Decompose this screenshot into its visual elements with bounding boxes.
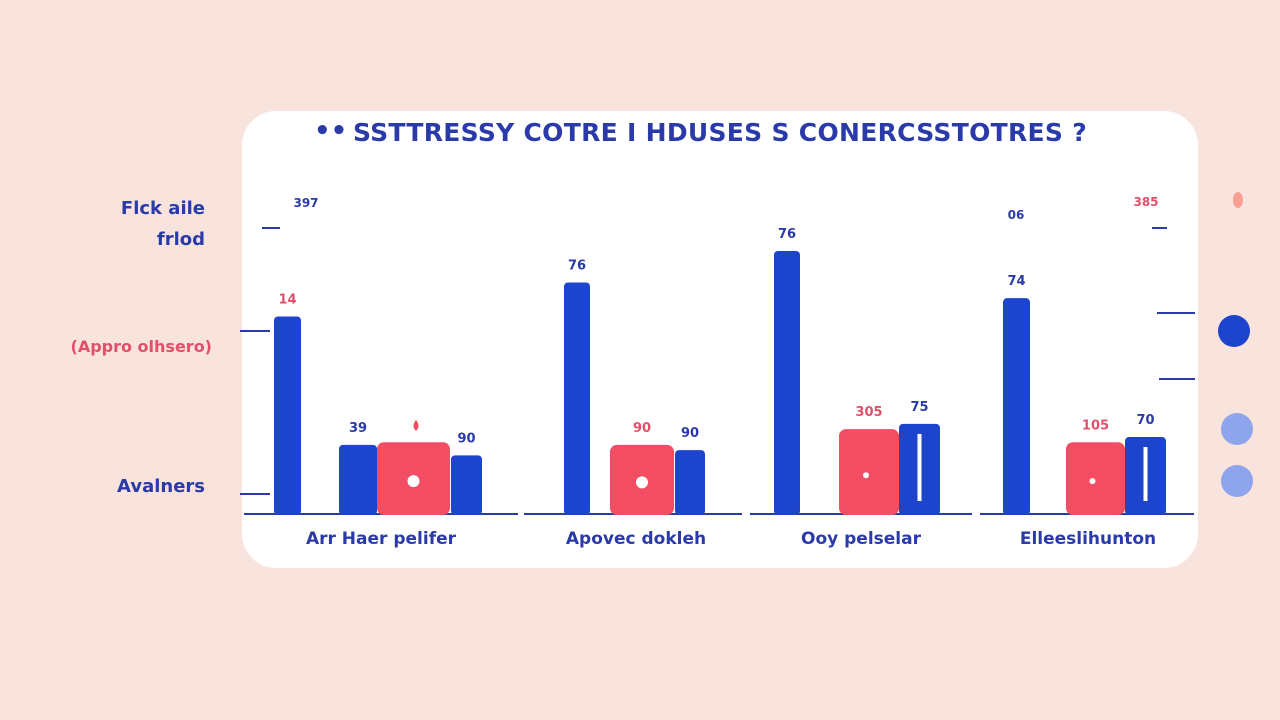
bar-3-0 (1003, 298, 1030, 515)
blue-dot-decoration (1218, 315, 1250, 347)
value-label-3-3: 70 (1136, 413, 1154, 428)
value-label-0-3: 90 (457, 431, 475, 446)
value-label-0-0: 14 (278, 293, 296, 308)
bar-dot-3 (1089, 478, 1096, 485)
bar-0-3 (451, 455, 482, 515)
bar-stripe-2 (917, 433, 922, 501)
title-dots: •• (314, 116, 348, 146)
bar-0-1 (339, 444, 377, 515)
bar-2-2 (839, 429, 899, 515)
bar-2-0 (774, 251, 800, 515)
value-label-2-2: 305 (855, 405, 882, 420)
category-label-1: Apovec dokleh (566, 529, 706, 549)
bar-dot-1 (636, 476, 648, 489)
extra-label-1: 06 (1008, 208, 1025, 222)
value-label-1-2: 90 (633, 421, 651, 436)
category-label-0: Arr Haer pelifer (306, 529, 457, 549)
value-label-0-1: 39 (349, 421, 367, 436)
bar-stripe-3 (1143, 447, 1148, 501)
pink-drop-decoration (1233, 192, 1243, 208)
pink-marker (413, 420, 419, 431)
value-label-2-0: 76 (778, 227, 796, 242)
value-label-2-3: 75 (910, 400, 928, 415)
bar-dot-2 (863, 472, 869, 479)
bar-1-3 (675, 450, 705, 515)
bar-dot-0 (407, 475, 420, 488)
bar-0-0 (274, 316, 301, 515)
bar-3-2 (1066, 442, 1125, 515)
chart-title: SSTTRESSY COTRE I HDUSES S CONERCSSTOTRE… (352, 118, 1088, 147)
extra-label-0: 397 (293, 196, 318, 210)
side-label-bottom: Avalners (117, 476, 205, 497)
value-label-3-2: 105 (1082, 418, 1109, 433)
value-label-1-0: 76 (568, 258, 586, 273)
value-label-1-3: 90 (681, 426, 699, 441)
side-label-top-2: frlod (156, 229, 205, 250)
side-label-top-1: Flck aile (120, 198, 205, 219)
light-dot-decoration-2 (1221, 465, 1253, 497)
extra-label-2: 385 (1133, 195, 1158, 209)
light-dot-decoration-1 (1221, 413, 1253, 445)
category-label-3: Elleeslihunton (1020, 529, 1156, 549)
category-label-2: Ooy pelselar (801, 529, 922, 549)
value-label-3-0: 74 (1007, 274, 1025, 289)
side-label-middle: (Appro olhsero) (70, 337, 213, 356)
bar-1-0 (564, 282, 590, 515)
